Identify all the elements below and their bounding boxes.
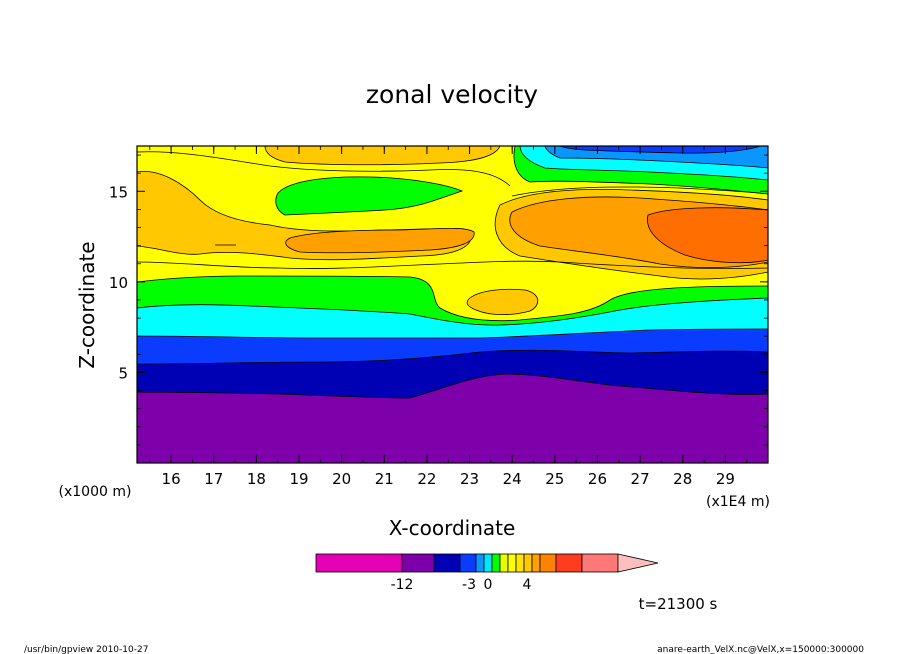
- plot-frame: [136, 145, 769, 464]
- colorbar-segment: [531, 553, 541, 573]
- colorbar-tick-label: -3: [462, 577, 476, 593]
- x-unit-left: (x1000 m): [59, 484, 132, 500]
- colorbar-segment: [401, 553, 435, 573]
- x-tick-label: 29: [716, 470, 735, 488]
- colorbar: [315, 553, 659, 573]
- x-axis-label: X-coordinate: [389, 516, 516, 540]
- footer-right: anare-earth_VelX.nc@VelX,x=150000:300000: [657, 645, 864, 654]
- colorbar-segment: [515, 553, 525, 573]
- colorbar-tick-label: -12: [391, 577, 414, 593]
- colorbar-segment: [475, 553, 485, 573]
- colorbar-segment: [499, 553, 509, 573]
- x-tick-label: 22: [417, 470, 436, 488]
- colorbar-segment: [483, 553, 493, 573]
- contour-fill-green-upper: [275, 176, 464, 216]
- x-tick-label: 28: [673, 470, 692, 488]
- colorbar-segment: [315, 553, 403, 573]
- colorbar-tick-label: 4: [523, 577, 532, 593]
- contour-line: [137, 260, 768, 269]
- x-tick-label: 25: [545, 470, 564, 488]
- colorbar-segment: [507, 553, 517, 573]
- y-tick-label: 5: [118, 364, 128, 382]
- plot-area: [136, 145, 769, 464]
- colorbar-segment: [459, 553, 477, 573]
- contour-line: [137, 151, 511, 187]
- colorbar-tick-label: 0: [484, 577, 493, 593]
- x-tick-label: 27: [631, 470, 650, 488]
- x-tick-label: 19: [289, 470, 308, 488]
- x-tick-label: 23: [460, 470, 479, 488]
- x-tick-label: 26: [588, 470, 607, 488]
- y-tick-labels: 5 10 15: [109, 183, 128, 382]
- colorbar-segment: [555, 553, 583, 573]
- x-ticks: [149, 146, 748, 463]
- chart-title: zonal velocity: [366, 80, 538, 109]
- colorbar-segment: [491, 553, 501, 573]
- x-tick-label: 18: [247, 470, 266, 488]
- x-unit-right: (x1E4 m): [706, 494, 770, 510]
- y-tick-label: 10: [109, 274, 128, 292]
- x-tick-label: 21: [375, 470, 394, 488]
- x-tick-label: 20: [332, 470, 351, 488]
- contour-fill-purple-bottom: [137, 373, 768, 463]
- colorbar-segment: [433, 553, 461, 573]
- y-axis-label: Z-coordinate: [75, 241, 99, 368]
- x-tick-label: 24: [503, 470, 522, 488]
- contour-fill-orange-top: [264, 146, 501, 166]
- footer-left: /usr/bin/gpview 2010-10-27: [24, 645, 148, 654]
- x-tick-label: 17: [204, 470, 223, 488]
- colorbar-tick-labels: -12 -3 0 4: [391, 577, 532, 593]
- y-tick-label: 15: [109, 183, 128, 201]
- contour-line: [511, 186, 768, 197]
- contour-fill-orange-mid: [285, 227, 475, 254]
- x-tick-label: 16: [162, 470, 181, 488]
- y-ticks: [137, 154, 768, 446]
- time-label: t=21300 s: [639, 595, 718, 613]
- contour-fill-orange-blob: [466, 288, 539, 316]
- colorbar-segment: [539, 553, 557, 573]
- colorbar-segment: [523, 553, 533, 573]
- colorbar-segment: [581, 553, 619, 573]
- x-tick-labels: 16 17 18 19 20 21 22 23 24 25 26 27 28 29: [162, 470, 735, 488]
- contour-fill-red-orange-core: [647, 207, 768, 264]
- colorbar-arrow: [617, 553, 659, 573]
